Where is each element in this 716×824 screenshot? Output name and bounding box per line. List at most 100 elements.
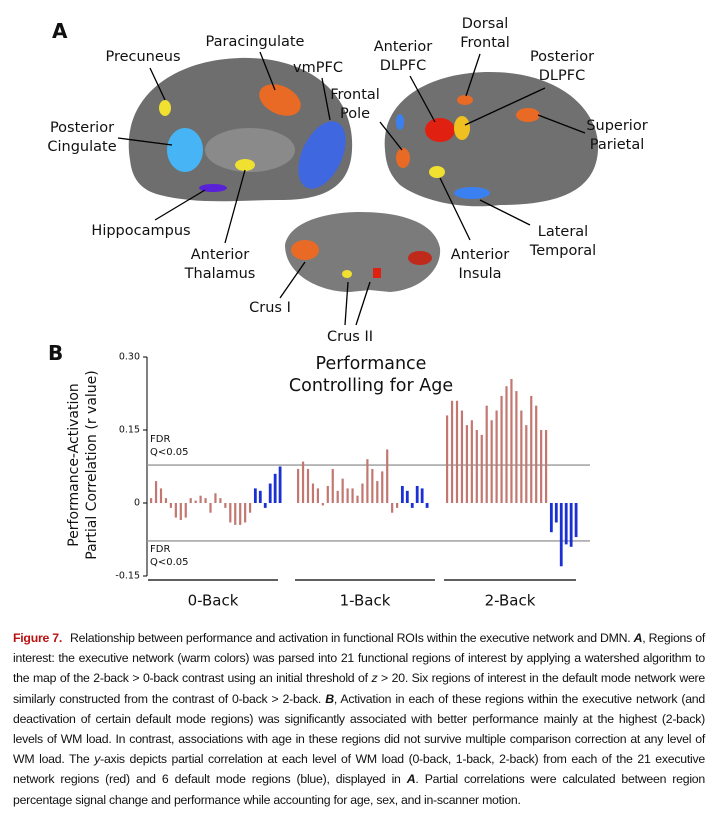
- bar: [535, 405, 538, 503]
- region-label: Lateral: [538, 224, 588, 240]
- bar: [263, 503, 267, 508]
- region-label: Thalamus: [184, 266, 256, 282]
- bar: [311, 483, 315, 503]
- bar: [199, 495, 202, 503]
- bar: [425, 503, 429, 508]
- region-label: Precuneus: [105, 49, 180, 65]
- bar: [446, 415, 449, 503]
- bar: [460, 410, 464, 503]
- bar: [525, 425, 528, 503]
- bar: [179, 503, 182, 521]
- bar: [559, 503, 563, 567]
- caption: Figure 7. Relationship between performanc…: [13, 628, 705, 810]
- caption-math: z: [371, 671, 378, 686]
- bar: [239, 503, 242, 525]
- bar: [316, 488, 319, 503]
- bar: [351, 488, 354, 503]
- region-label: Crus II: [327, 329, 373, 345]
- bar: [336, 490, 339, 503]
- region-label: Anterior: [191, 247, 250, 263]
- y-tick-label: 0.15: [119, 425, 140, 436]
- caption-label: Figure 7.: [13, 631, 63, 645]
- bar: [194, 500, 197, 503]
- bar: [495, 410, 498, 503]
- region-label: Posterior: [530, 49, 594, 65]
- panel-letter: B: [48, 341, 63, 365]
- y-axis-label: Partial Correlation (r value): [84, 370, 100, 559]
- bar: [209, 503, 212, 513]
- region-label: vmPFC: [293, 60, 343, 76]
- bar: [386, 449, 389, 503]
- brain-lateral: [384, 72, 599, 207]
- group-label: 2-Back: [485, 592, 536, 610]
- caption-ref: A: [633, 631, 643, 645]
- region-label: Paracingulate: [206, 34, 305, 50]
- bar: [480, 434, 483, 503]
- bar: [475, 430, 478, 503]
- fdr-label: Q<0.05: [150, 557, 189, 568]
- bar: [530, 395, 533, 503]
- bar: [253, 488, 257, 503]
- bar: [297, 468, 300, 503]
- bar: [244, 503, 247, 523]
- caption-text: > 20. Six regions of interest in the def…: [13, 671, 705, 706]
- region-label: Anterior: [451, 247, 510, 263]
- caption-text: Relationship between performance and act…: [70, 631, 634, 645]
- bar: [415, 485, 419, 503]
- region-label: Cingulate: [47, 139, 116, 155]
- bar: [301, 461, 305, 503]
- region-label: Posterior: [50, 120, 114, 136]
- caption-ref: A: [406, 772, 416, 787]
- y-tick-label: 0: [134, 498, 140, 509]
- bar: [169, 503, 172, 508]
- bar: [520, 410, 523, 503]
- caption-math: y: [94, 752, 101, 767]
- region-label: Insula: [458, 266, 501, 282]
- caption-text: , Activation in each of these regions wi…: [13, 691, 705, 767]
- y-tick-label: -0.15: [115, 571, 140, 582]
- bar: [189, 498, 192, 503]
- y-tick-label: 0.30: [119, 352, 140, 363]
- bar: [569, 503, 573, 547]
- region-label: DLPFC: [539, 68, 585, 84]
- bar: [450, 400, 454, 503]
- bar: [346, 488, 349, 503]
- caption-ref: B: [325, 691, 334, 706]
- bar: [321, 503, 324, 506]
- fdr-label: FDR: [150, 544, 170, 555]
- bar: [184, 503, 187, 518]
- region-label: Frontal: [330, 87, 380, 103]
- region-label: DLPFC: [380, 58, 426, 74]
- bar: [306, 468, 310, 503]
- caption-text: . Partial correlations were calculated b…: [13, 772, 705, 807]
- y-axis-label: Performance-Activation: [66, 383, 82, 547]
- bar: [410, 503, 414, 508]
- bar: [381, 471, 384, 503]
- region-label: Pole: [340, 106, 370, 122]
- bar: [420, 488, 424, 503]
- bar: [174, 503, 177, 518]
- region-label: Dorsal: [462, 16, 508, 32]
- bar: [376, 481, 379, 503]
- bar: [356, 495, 359, 503]
- region-label: Temporal: [529, 243, 596, 259]
- bar: [224, 503, 227, 508]
- bar: [470, 420, 473, 503]
- caption-text: -axis depicts partial correlation at eac…: [13, 752, 705, 787]
- bar: [150, 498, 153, 503]
- bar: [234, 503, 237, 525]
- bar: [405, 490, 409, 503]
- bar: [249, 503, 252, 513]
- bar: [258, 490, 262, 503]
- bar: [159, 488, 163, 503]
- bar: [485, 405, 488, 503]
- bar: [510, 378, 513, 503]
- bar: [540, 430, 543, 503]
- panel-a-labels: Precuneus Paracingulate vmPFC Posterior Cing…: [47, 16, 647, 345]
- bar: [229, 503, 232, 523]
- bar: [361, 483, 364, 503]
- bar: [515, 391, 518, 503]
- bar: [154, 481, 158, 503]
- region-label: Crus I: [249, 300, 291, 316]
